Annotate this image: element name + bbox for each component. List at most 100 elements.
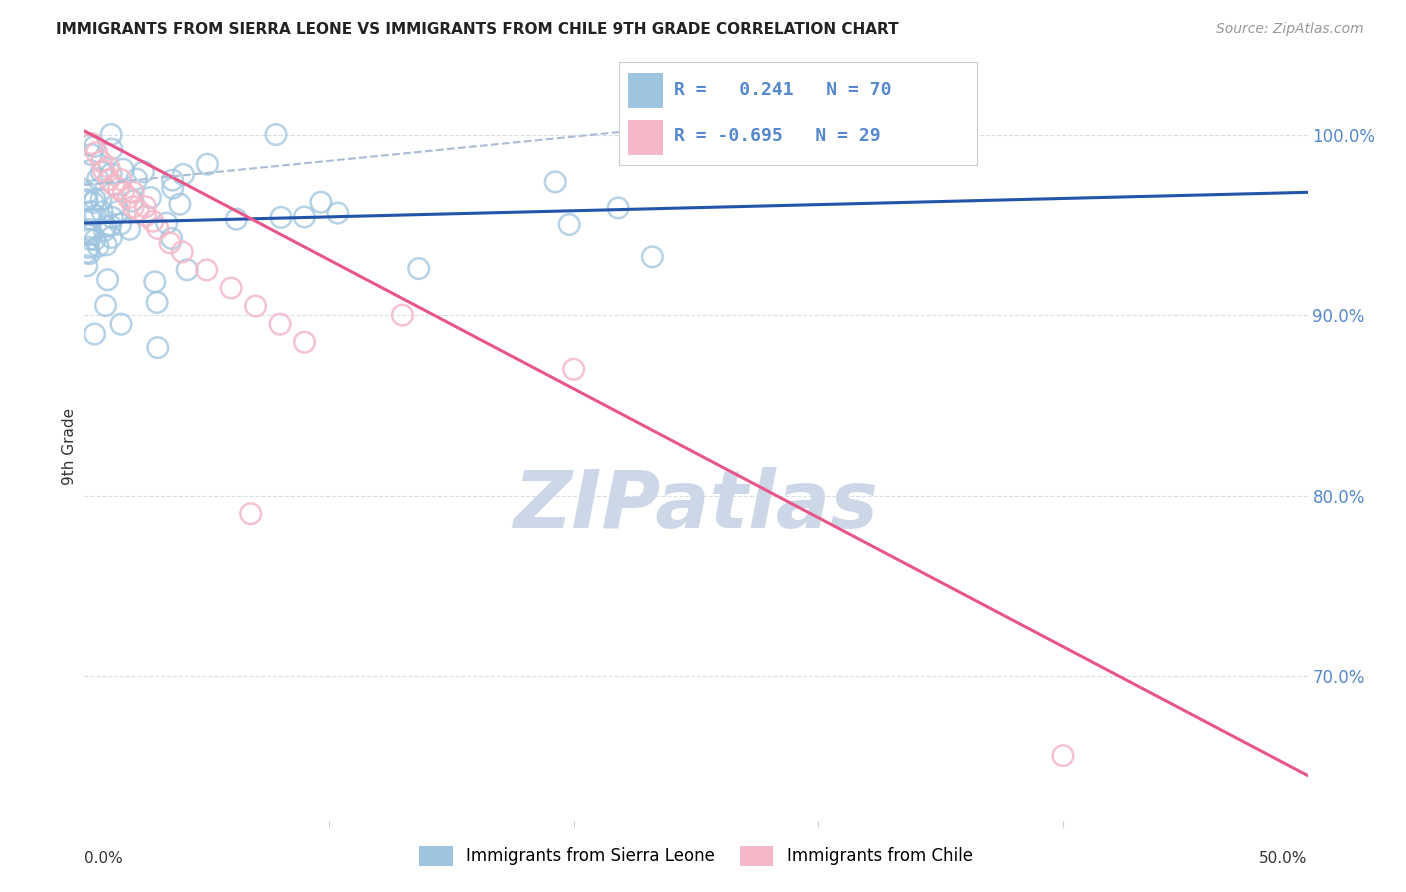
Point (270, 211, 292, 225)
Point (100, 128, 122, 142)
Point (391, 308, 413, 322)
Point (146, 295, 169, 310)
Point (110, 172, 132, 186)
Point (76, 259, 98, 273)
Point (84, 193, 107, 207)
Text: IMMIGRANTS FROM SIERRA LEONE VS IMMIGRANTS FROM CHILE 9TH GRADE CORRELATION CHAR: IMMIGRANTS FROM SIERRA LEONE VS IMMIGRAN… (56, 22, 898, 37)
Point (77, 138, 100, 153)
Text: R =   0.241   N = 70: R = 0.241 N = 70 (675, 81, 891, 99)
Point (110, 317, 132, 331)
Point (101, 142, 124, 156)
Point (132, 165, 155, 179)
Text: R = -0.695   N = 29: R = -0.695 N = 29 (675, 128, 880, 145)
Point (143, 275, 166, 289)
Point (169, 197, 191, 211)
Point (84, 233, 107, 247)
Point (83, 139, 105, 153)
Point (80, 204, 103, 219)
Point (77, 240, 100, 254)
Point (117, 191, 139, 205)
Point (86, 145, 108, 160)
Point (100, 167, 122, 181)
Point (125, 172, 148, 186)
Point (239, 507, 262, 521)
Point (135, 200, 157, 214)
Point (544, 175, 567, 189)
Point (156, 216, 179, 230)
Point (79, 227, 101, 242)
Y-axis label: 9th Grade: 9th Grade (62, 408, 77, 484)
Point (159, 235, 181, 250)
Point (84, 209, 107, 223)
Point (79, 246, 101, 260)
Point (309, 195, 332, 210)
Point (80, 147, 103, 161)
Point (111, 162, 134, 177)
Point (195, 263, 218, 277)
Point (96, 238, 118, 252)
Point (135, 209, 157, 223)
Text: 0.0%: 0.0% (84, 851, 124, 865)
Point (219, 281, 242, 295)
Point (122, 186, 145, 200)
Point (172, 244, 194, 259)
Point (641, 250, 664, 264)
Point (76, 194, 98, 208)
Point (97, 160, 120, 174)
Point (139, 190, 162, 204)
Point (264, 128, 287, 142)
Point (94, 299, 117, 313)
Text: Source: ZipAtlas.com: Source: ZipAtlas.com (1216, 22, 1364, 37)
Point (90, 154, 112, 169)
Point (127, 203, 149, 218)
Point (269, 317, 291, 331)
Point (408, 261, 430, 276)
Point (326, 206, 349, 220)
Bar (627, 73, 664, 108)
Point (76, 227, 98, 241)
Point (90, 193, 112, 207)
Point (110, 217, 132, 231)
Point (105, 197, 128, 211)
Point (1052, 748, 1074, 763)
Point (146, 221, 169, 235)
Bar (627, 120, 664, 155)
Text: ZIPatlas: ZIPatlas (513, 467, 879, 545)
Point (558, 218, 581, 232)
Point (79, 232, 101, 246)
Point (112, 186, 135, 200)
Point (76, 245, 98, 260)
Point (100, 230, 122, 244)
Point (107, 182, 129, 196)
Point (197, 157, 219, 171)
Point (142, 214, 165, 228)
Point (87, 171, 110, 186)
Point (162, 173, 184, 187)
Point (162, 181, 184, 195)
Point (294, 210, 316, 224)
Point (97, 172, 120, 186)
Point (172, 168, 194, 182)
Point (82, 195, 104, 210)
Text: 50.0%: 50.0% (1260, 851, 1308, 865)
Point (101, 211, 124, 225)
Point (97, 273, 120, 287)
Point (79, 223, 101, 237)
Point (245, 299, 267, 313)
Point (225, 212, 247, 227)
Point (562, 362, 585, 376)
Point (79, 212, 101, 227)
Point (294, 335, 316, 350)
Point (87, 239, 110, 253)
Point (93, 224, 115, 238)
Point (76, 193, 98, 207)
Point (103, 178, 125, 193)
Point (160, 231, 183, 245)
Point (107, 204, 129, 219)
Point (122, 200, 145, 214)
Point (79, 163, 101, 178)
Point (100, 219, 122, 233)
Point (607, 201, 630, 215)
Point (91, 205, 114, 219)
Point (122, 194, 145, 208)
